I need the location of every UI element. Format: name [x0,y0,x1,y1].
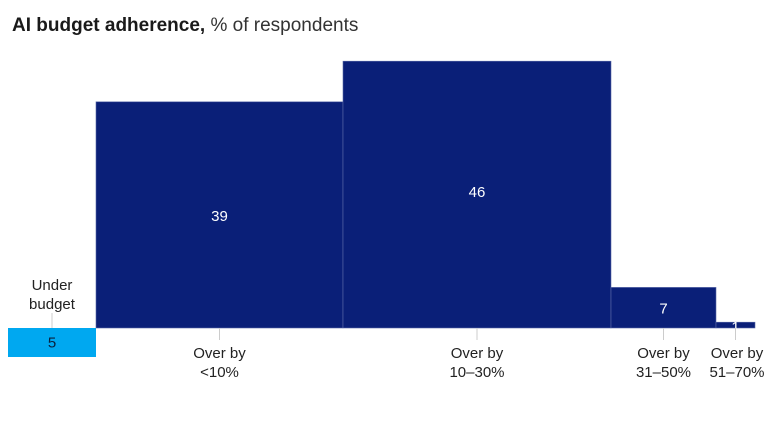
category-label-1-1: <10% [200,364,239,381]
value-label-3: 7 [659,301,667,318]
value-label-2: 46 [469,184,486,201]
value-label-0: 5 [48,335,56,352]
bar-2 [342,60,612,329]
category-label-2-0: Over by [451,345,504,362]
bar-3 [610,287,717,329]
category-label-2-1: 10–30% [449,364,504,381]
chart-title-main: AI budget adherence, [12,15,206,36]
value-label-4: 1 [731,319,739,336]
bar-1 [95,101,344,329]
bar-0 [8,328,96,357]
value-label-1: 39 [211,208,228,225]
category-label-3-1: 31–50% [636,364,691,381]
category-label-1-0: Over by [193,345,246,362]
chart-title: AI budget adherence, % of respondents [12,14,358,38]
chart-subtitle: % of respondents [210,15,359,36]
category-label-0-1: budget [29,296,76,313]
category-label-3-0: Over by [637,345,690,362]
category-label-0-0: Under [32,277,73,294]
category-label-4-1: 51–70% [709,364,764,381]
category-label-4-0: Over by [711,345,764,362]
